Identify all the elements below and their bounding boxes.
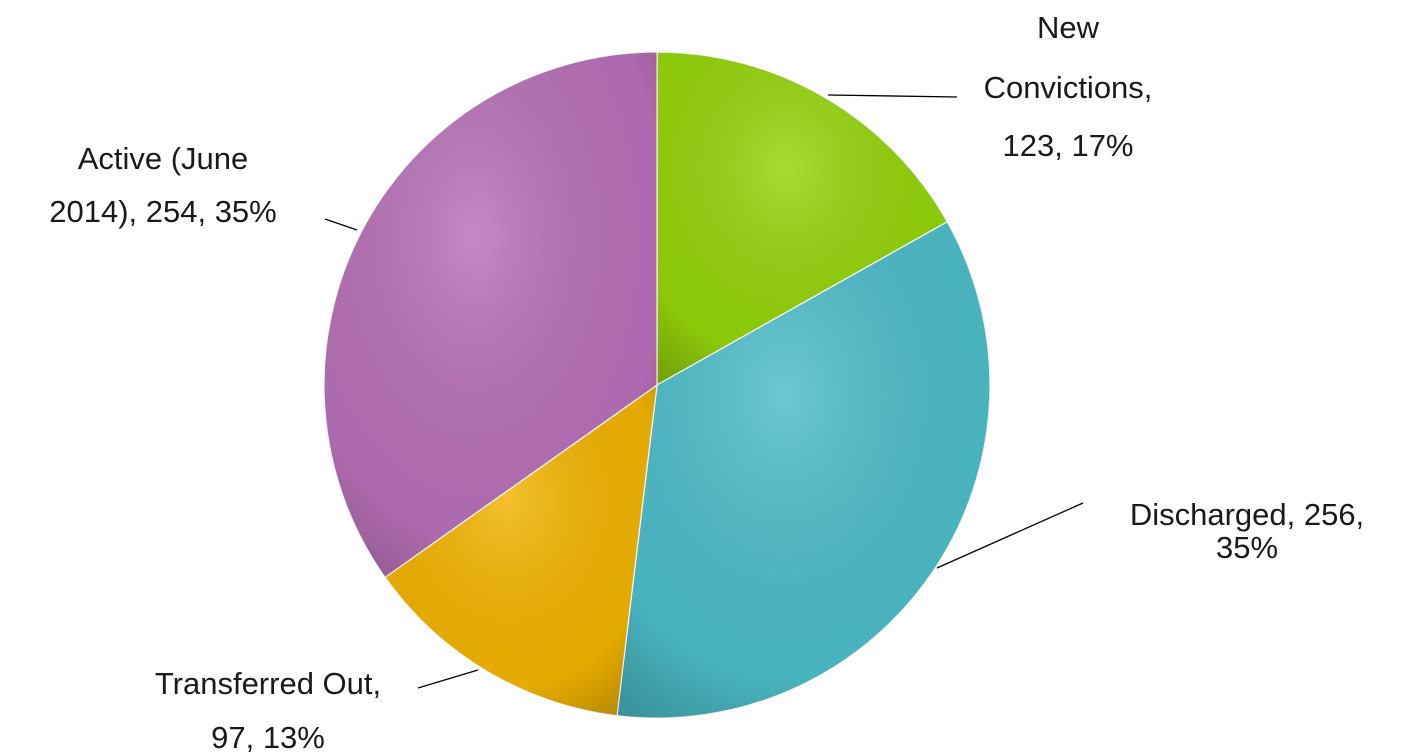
leader-line [417, 669, 479, 689]
leader-line [827, 94, 958, 98]
leader-line [324, 218, 358, 231]
data-label: 97, 13% [211, 720, 325, 755]
labels: New Convictions, 123, 17% Discharged, 256,3… [49, 10, 1364, 755]
data-label: Active (June [78, 141, 249, 176]
data-label: 35% [1216, 530, 1278, 565]
data-label: Discharged, 256, [1130, 497, 1364, 532]
data-label: Convictions, [984, 70, 1153, 105]
data-label: Transferred Out, [155, 666, 381, 701]
slices [323, 51, 991, 719]
leader-line [936, 502, 1084, 569]
data-label: 123, 17% [1003, 128, 1134, 163]
data-label: 2014), 254, 35% [49, 194, 277, 229]
data-label: New [1037, 10, 1100, 45]
